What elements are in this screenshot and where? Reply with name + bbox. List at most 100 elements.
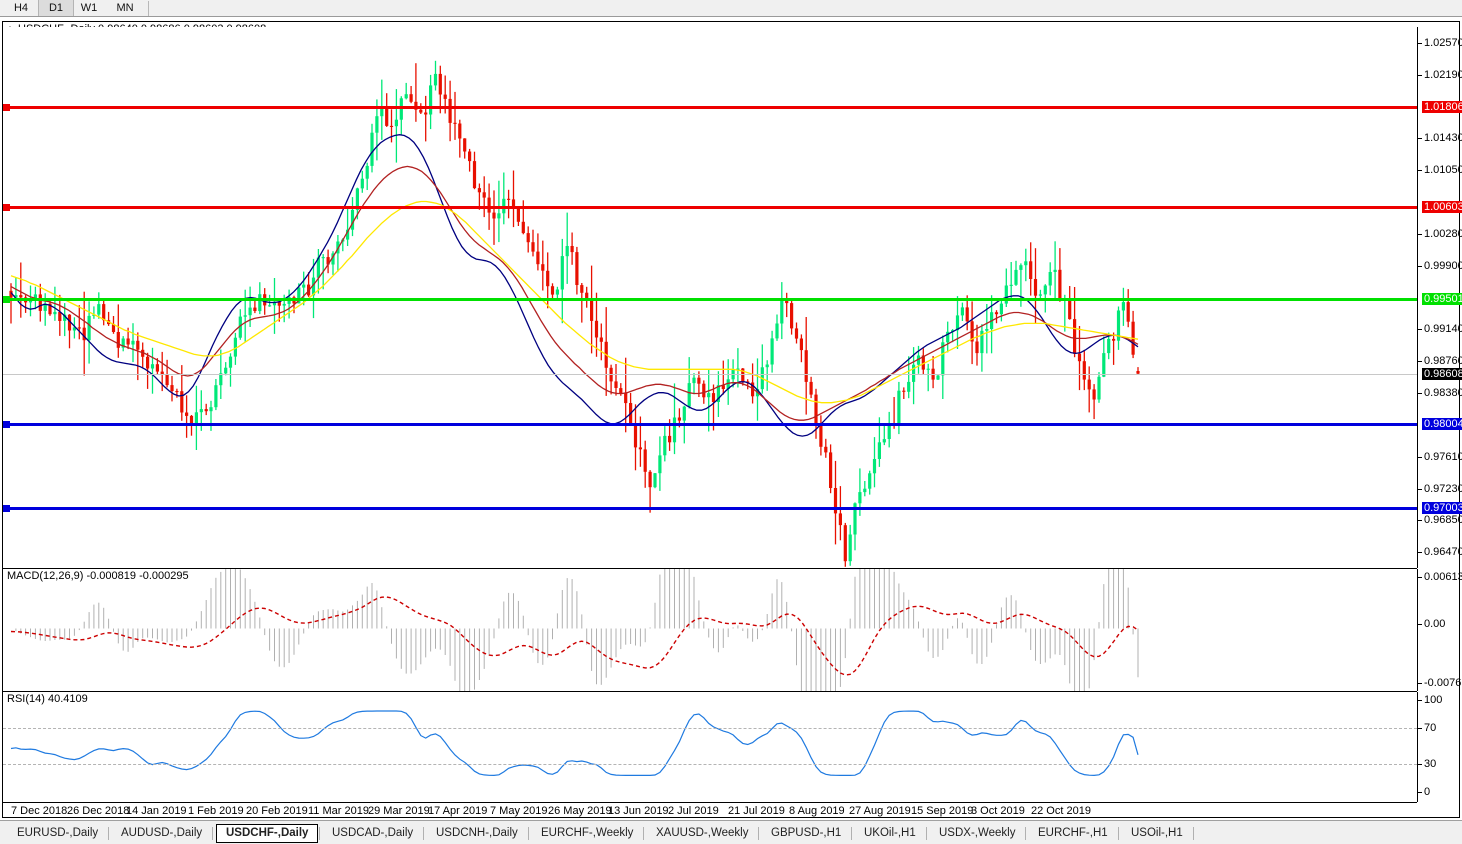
rsi-level-line <box>3 764 1417 766</box>
chart-tab-divider <box>528 827 529 840</box>
level-handle[interactable] <box>3 296 10 304</box>
price-tick-label: 1.01050 <box>1424 163 1462 176</box>
price-tick-label: 0.99900 <box>1424 259 1462 272</box>
rsi-scale-axis-line <box>1417 692 1418 802</box>
time-axis-label: 7 May 2019 <box>490 805 548 817</box>
price-tick <box>1418 74 1422 76</box>
chart-tab-divider <box>319 827 320 840</box>
timeframe-button-mn[interactable]: MN <box>116 2 134 14</box>
time-axis-label: 7 Dec 2018 <box>11 805 68 817</box>
price-candles-svg <box>9 60 1140 567</box>
time-axis[interactable]: 7 Dec 2018 26 Dec 2018 14 Jan 2019 1 Feb 20… <box>3 802 1417 818</box>
macd-pane-divider <box>3 568 1417 569</box>
chart-window: USDCHF-,Daily 0.98640 0.98686 0.98603 0.… <box>2 21 1462 818</box>
chart-tabs-bar[interactable]: EURUSD-,Daily AUDUSD-,Daily USDCHF-,Daily U… <box>0 820 1462 844</box>
rsi-tick-label: 30 <box>1424 758 1437 771</box>
timeframe-button-w1[interactable]: W1 <box>80 2 98 14</box>
rsi-tick <box>1418 727 1422 729</box>
level-handle[interactable] <box>3 504 10 512</box>
price-scale-axis-line <box>1417 27 1418 568</box>
price-tick-label: 1.02570 <box>1424 36 1462 49</box>
time-axis-label: 29 Mar 2019 <box>368 805 430 817</box>
chart-tab-audusddaily[interactable]: AUDUSD-,Daily <box>121 827 203 839</box>
chart-tab-usdcnhdaily[interactable]: USDCNH-,Daily <box>436 827 518 839</box>
level-line-resistance-2[interactable] <box>3 204 1417 212</box>
macd-tick <box>1418 683 1422 684</box>
rsi-level-line <box>3 727 1417 729</box>
price-tag-pivot[interactable]: 0.99501 <box>1422 293 1462 306</box>
rsi-tick-label: 70 <box>1424 721 1437 734</box>
chart-tab-usdcaddaily[interactable]: USDCAD-,Daily <box>332 827 414 839</box>
price-tick <box>1418 552 1422 554</box>
rsi-pane-divider <box>3 691 1417 692</box>
time-axis-label: 27 Aug 2019 <box>849 805 911 817</box>
price-tick-label: 1.01430 <box>1424 132 1462 145</box>
price-scale[interactable]: 1.02570 1.02190 1.01430 1.01050 1.00280 0.999… <box>1417 27 1462 568</box>
price-tick-label: 0.96470 <box>1424 546 1462 559</box>
chart-tab-eurusddaily[interactable]: EURUSD-,Daily <box>17 827 99 839</box>
timeframe-button-d1[interactable]: D1 <box>38 0 74 16</box>
time-axis-label: 26 Dec 2018 <box>67 805 130 817</box>
rsi-pane[interactable] <box>3 692 1417 802</box>
time-axis-label: 15 Sep 2019 <box>911 805 974 817</box>
time-axis-label: 1 Feb 2019 <box>188 805 244 817</box>
price-tag-support[interactable]: 0.97003 <box>1422 501 1462 514</box>
price-tick <box>1418 392 1422 394</box>
price-tick-label: 1.00280 <box>1424 228 1462 241</box>
time-axis-label: 2 Jul 2019 <box>668 805 719 817</box>
level-handle[interactable] <box>3 103 10 111</box>
chart-tab-usdchfdaily[interactable]: USDCHF-,Daily <box>216 824 319 843</box>
price-tick-label: 0.96850 <box>1424 514 1462 527</box>
rsi-scale[interactable]: 100 70 30 0 <box>1417 692 1462 802</box>
price-chart-pane[interactable] <box>3 27 1417 568</box>
price-tick <box>1418 42 1422 44</box>
macd-scale-axis-line <box>1417 569 1418 691</box>
rsi-tick <box>1418 792 1422 793</box>
price-tick-label: 0.98760 <box>1424 354 1462 367</box>
chart-tab-usoilh1[interactable]: USOil-,H1 <box>1131 827 1183 839</box>
time-axis-label: 21 Jul 2019 <box>728 805 785 817</box>
macd-tick-label: 0.00613 <box>1424 571 1462 583</box>
price-tick-label: 0.98380 <box>1424 386 1462 399</box>
price-tick-label: 1.02190 <box>1424 68 1462 81</box>
chart-tab-xauusdweekly[interactable]: XAUUSD-,Weekly <box>656 827 749 839</box>
macd-tick <box>1418 577 1422 578</box>
level-line-pivot[interactable] <box>3 296 1417 304</box>
chart-tab-divider <box>926 827 927 840</box>
price-tick <box>1418 234 1422 236</box>
rsi-label: RSI(14) 40.4109 <box>7 693 88 705</box>
macd-tick <box>1418 624 1422 626</box>
time-axis-label: 17 Apr 2019 <box>428 805 488 817</box>
rsi-tick <box>1418 764 1422 766</box>
chart-tab-usdxweekly[interactable]: USDX-,Weekly <box>939 827 1016 839</box>
macd-tick-label: 0.00 <box>1424 618 1446 631</box>
rsi-tick-label: 100 <box>1424 694 1443 706</box>
price-tag-support[interactable]: 0.98004 <box>1422 418 1462 431</box>
level-handle[interactable] <box>3 421 10 429</box>
rsi-svg <box>10 710 1139 777</box>
chart-tab-divider <box>851 827 852 840</box>
macd-scale[interactable]: 0.00613 0.00 -0.007612 <box>1417 569 1462 691</box>
price-tag-last-price[interactable]: 0.98608 <box>1422 367 1462 380</box>
macd-label: MACD(12,26,9) -0.000819 -0.000295 <box>7 570 189 582</box>
price-tick <box>1418 169 1422 171</box>
level-handle[interactable] <box>3 204 10 212</box>
price-tag-resistance[interactable]: 1.01806 <box>1422 100 1462 113</box>
chart-tab-eurchfweekly[interactable]: EURCHF-,Weekly <box>541 827 634 839</box>
macd-pane[interactable] <box>3 569 1417 691</box>
chart-tab-eurchfh1[interactable]: EURCHF-,H1 <box>1038 827 1108 839</box>
level-line-support-1[interactable] <box>3 421 1417 429</box>
chart-tab-divider <box>212 827 213 840</box>
rsi-tick <box>1418 700 1422 701</box>
level-line-resistance-1[interactable] <box>3 103 1417 111</box>
chart-tab-divider <box>1193 827 1194 840</box>
time-axis-label: 11 Mar 2019 <box>308 805 369 817</box>
level-line-support-2[interactable] <box>3 504 1417 512</box>
chart-tab-gbpusdh1[interactable]: GBPUSD-,H1 <box>771 827 842 839</box>
time-axis-label: 14 Jan 2019 <box>126 805 187 817</box>
price-tick <box>1418 488 1422 490</box>
price-tag-resistance[interactable]: 1.00603 <box>1422 201 1462 214</box>
chart-tab-ukoilh1[interactable]: UKOil-,H1 <box>864 827 916 839</box>
timeframe-button-h4[interactable]: H4 <box>13 2 29 14</box>
chart-tab-divider <box>108 827 109 840</box>
